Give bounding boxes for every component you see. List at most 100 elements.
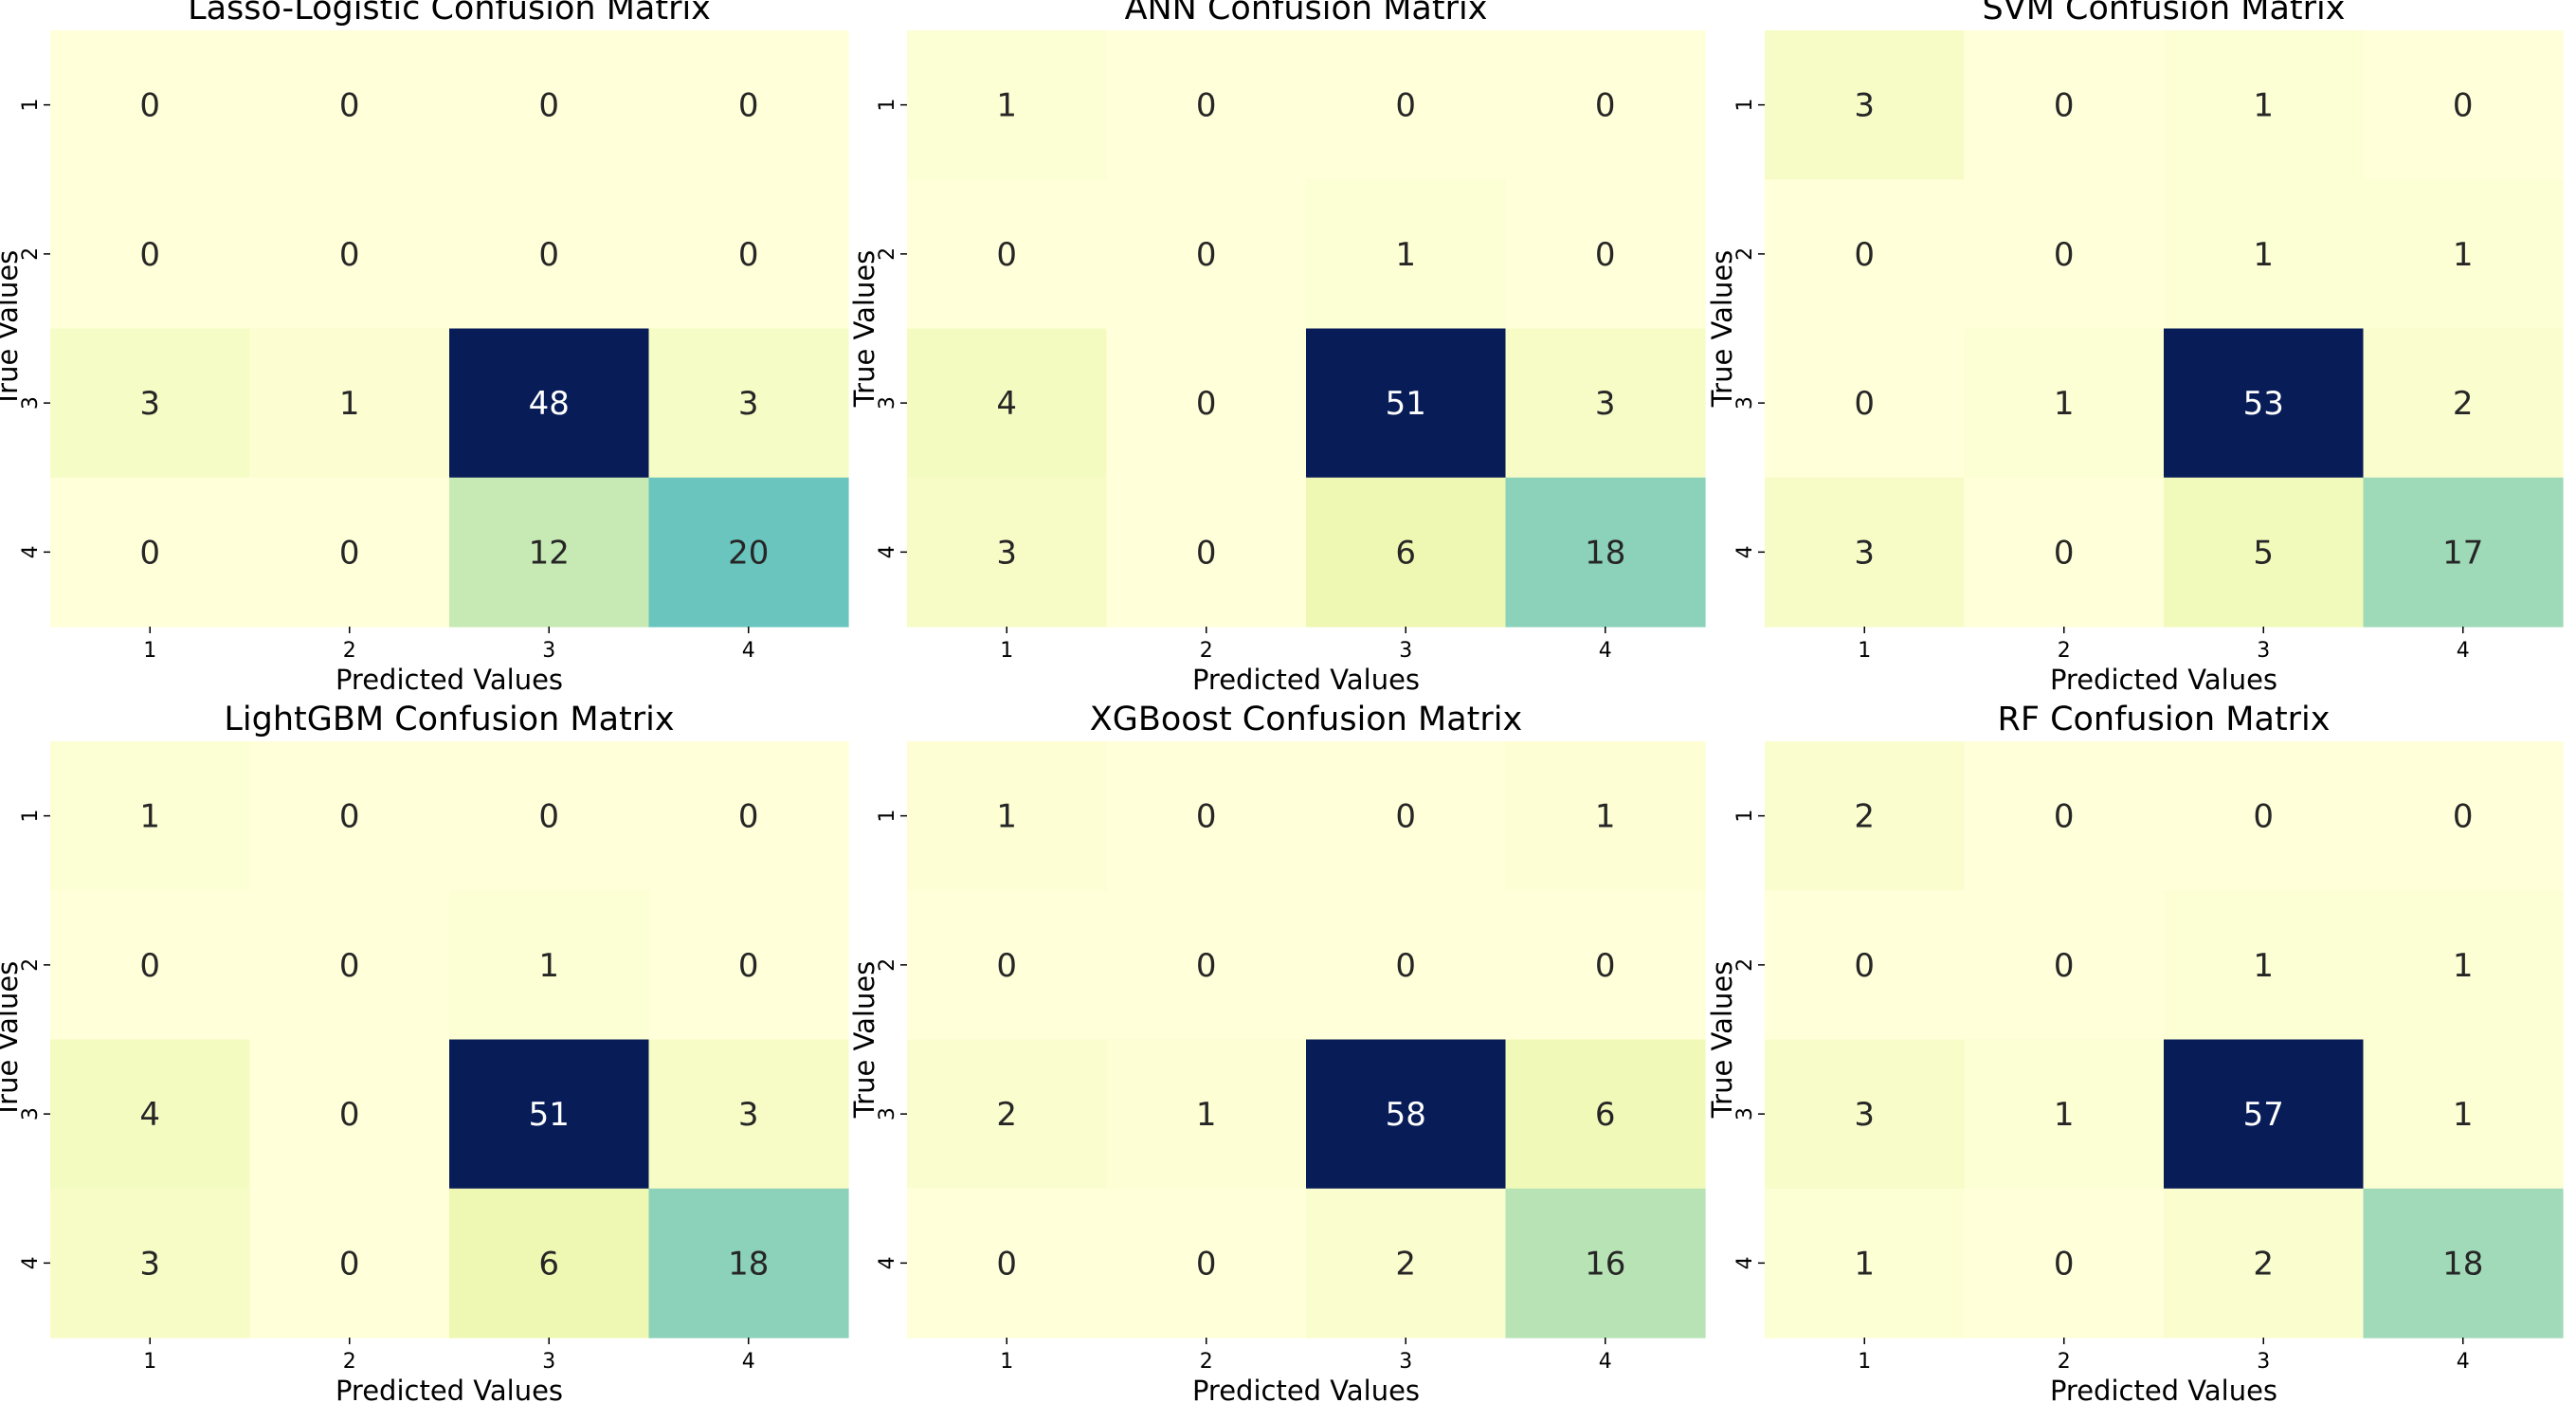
heatmap-cell [1505, 179, 1706, 330]
cell-value-label: 0 [139, 236, 160, 274]
x-tick-label: 3 [2257, 639, 2270, 663]
cell-value-label: 0 [738, 798, 759, 836]
x-axis-label: Predicted Values [1192, 1375, 1420, 1407]
cell-value-label: 1 [996, 87, 1017, 125]
x-tick-label: 2 [2058, 1350, 2071, 1374]
heatmap-cell [1765, 328, 1966, 479]
cell-value-label: 0 [1854, 236, 1875, 274]
heatmap-cell [1106, 741, 1307, 891]
cell-value-label: 3 [1854, 534, 1875, 572]
x-tick-label: 1 [143, 639, 156, 663]
cell-value-label: 0 [2054, 236, 2075, 274]
y-tick-label: 1 [1733, 99, 1757, 112]
heatmap-cell [50, 477, 251, 628]
cell-value-label: 0 [1595, 236, 1616, 274]
heatmap-cell [2164, 179, 2365, 330]
cell-value-label: 1 [1395, 236, 1416, 274]
y-axis-label: True Values [0, 250, 24, 409]
y-tick-label: 3 [876, 396, 899, 410]
cell-value-label: 0 [996, 947, 1017, 985]
heatmap-panel-5: XGBoost Confusion Matrix 1 0 0 1 0 0 0 0 2 1 58 6 0 0 2… [848, 701, 1706, 1407]
x-tick-label: 2 [1200, 639, 1213, 663]
cell-value-label: 18 [1585, 534, 1625, 572]
cell-value-label: 1 [2253, 947, 2274, 985]
cell-value-label: 5 [2253, 534, 2274, 572]
cell-value-label: 0 [2054, 1245, 2075, 1283]
cell-value-label: 1 [2453, 947, 2474, 985]
y-tick-label: 2 [1733, 958, 1757, 972]
heatmap-cell [1964, 30, 2165, 180]
cell-value-label: 2 [2253, 1245, 2274, 1283]
heatmap-cell [1306, 741, 1507, 891]
heatmap-cell [2164, 890, 2365, 1041]
heatmap-cell [1964, 890, 2165, 1041]
heatmap-cell [1306, 328, 1507, 479]
heatmap-cell [449, 328, 650, 479]
cell-value-label: 16 [1585, 1245, 1625, 1283]
cell-value-label: 0 [1595, 947, 1616, 985]
cell-value-label: 0 [339, 1245, 360, 1283]
heatmap-cell [648, 741, 849, 891]
x-tick-label: 3 [1399, 1350, 1412, 1374]
x-tick-label: 1 [1000, 1350, 1013, 1374]
heatmap-panel-2: ANN Confusion Matrix 1 0 0 0 0 0 1 0 4 0 51 3 3 0 6 18 1 2… [848, 0, 1706, 696]
cell-value-label: 0 [738, 87, 759, 125]
y-tick-label: 4 [876, 545, 899, 558]
heatmap-cell [2363, 890, 2564, 1041]
heatmap-cell [249, 890, 450, 1041]
cell-value-label: 0 [2054, 87, 2075, 125]
heatmap-cell [2164, 328, 2365, 479]
heatmap-cell [1765, 1188, 1966, 1339]
x-axis-label: Predicted Values [2050, 664, 2277, 696]
y-tick-label: 4 [1733, 545, 1757, 558]
heatmap-cell [1306, 30, 1507, 180]
cell-value-label: 0 [1196, 947, 1217, 985]
y-axis-label: True Values [848, 961, 880, 1120]
x-tick-label: 4 [1599, 639, 1612, 663]
heatmap-cell [1964, 741, 2165, 891]
y-tick-label: 2 [1733, 247, 1757, 261]
heatmap-cell [1765, 477, 1966, 628]
cell-value-label: 1 [1196, 1096, 1217, 1134]
heatmap-cell [1306, 890, 1507, 1041]
y-tick-label: 3 [19, 1107, 43, 1120]
cell-value-label: 0 [1395, 947, 1416, 985]
cell-value-label: 1 [996, 798, 1017, 836]
y-tick-label: 1 [1733, 810, 1757, 823]
heatmap-cell [1765, 30, 1966, 180]
heatmap-cell [1964, 179, 2165, 330]
cell-value-label: 0 [1196, 1245, 1217, 1283]
heatmap-cell [1505, 1188, 1706, 1339]
heatmap-cell [449, 179, 650, 330]
y-axis-label: True Values [1706, 250, 1738, 409]
heatmap-cell [907, 328, 1108, 479]
cell-value-label: 48 [529, 385, 570, 423]
heatmap-cell [2363, 1039, 2564, 1190]
heatmap-cell [648, 179, 849, 330]
heatmap-cell [50, 179, 251, 330]
heatmap-panel-4: LightGBM Confusion Matrix 1 0 0 0 0 0 1 0 4 0 51 3 3 0… [0, 701, 849, 1407]
heatmap-cell [2363, 741, 2564, 891]
cell-value-label: 18 [728, 1245, 769, 1283]
cell-value-label: 0 [339, 1096, 360, 1134]
cell-value-label: 0 [2054, 534, 2075, 572]
heatmap-cell [1306, 1188, 1507, 1339]
heatmap-cell [449, 1039, 650, 1190]
cell-value-label: 0 [1196, 534, 1217, 572]
x-tick-label: 1 [1000, 639, 1013, 663]
panel-title: RF Confusion Matrix [1998, 701, 2331, 738]
cell-value-label: 0 [538, 798, 559, 836]
x-tick-label: 2 [343, 639, 356, 663]
heatmap-cell [648, 1039, 849, 1190]
x-tick-label: 3 [542, 1350, 555, 1374]
heatmap-cell [907, 179, 1108, 330]
heatmap-cell [1505, 741, 1706, 891]
heatmap-cell [648, 1188, 849, 1339]
y-tick-label: 3 [876, 1107, 899, 1120]
cell-value-label: 0 [2453, 798, 2474, 836]
x-tick-label: 2 [1200, 1350, 1213, 1374]
panel-title: ANN Confusion Matrix [1125, 0, 1488, 27]
y-tick-label: 1 [876, 810, 899, 823]
cell-value-label: 0 [139, 947, 160, 985]
